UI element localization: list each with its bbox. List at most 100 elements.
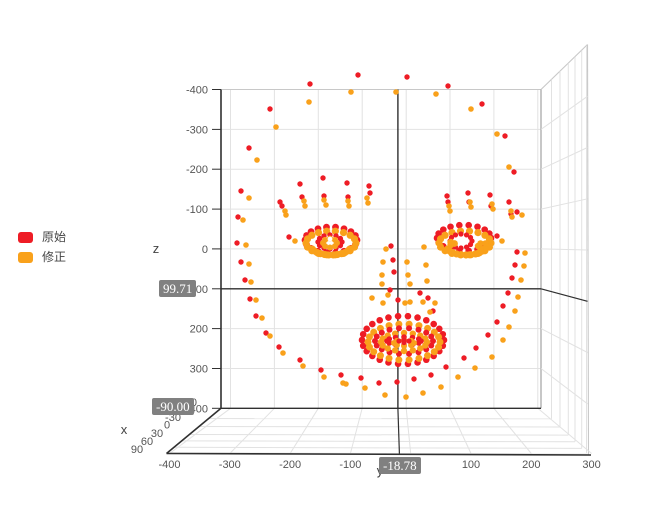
- scatter-point-original[interactable]: [388, 243, 394, 249]
- scatter-point-corrected[interactable]: [300, 363, 306, 369]
- scatter-point-original[interactable]: [465, 190, 471, 196]
- scatter-point-original[interactable]: [473, 345, 479, 351]
- scatter-point-original[interactable]: [487, 192, 493, 198]
- scatter-point-corrected[interactable]: [438, 384, 444, 390]
- scatter-point-corrected[interactable]: [345, 198, 351, 204]
- scatter-point-original[interactable]: [505, 290, 511, 296]
- scatter-point-original[interactable]: [267, 106, 273, 112]
- scatter-cluster-mouth[interactable]: [369, 320, 376, 328]
- scatter-cluster-right-eye[interactable]: [447, 238, 455, 246]
- scatter-cluster-left-eye[interactable]: [327, 244, 333, 251]
- scatter-cluster-mouth[interactable]: [384, 345, 391, 352]
- scatter-point-corrected[interactable]: [515, 294, 521, 300]
- scatter-cluster-left-eye[interactable]: [331, 236, 338, 243]
- scatter-cluster-mouth[interactable]: [414, 314, 421, 321]
- scatter-point-original[interactable]: [444, 193, 450, 199]
- scatter-cluster-right-eye[interactable]: [440, 226, 447, 233]
- scatter-cluster-right-eye[interactable]: [447, 223, 454, 231]
- scatter-point-original[interactable]: [276, 344, 282, 350]
- scatter-point-original[interactable]: [417, 290, 423, 296]
- scatter-point-original[interactable]: [338, 372, 344, 378]
- scatter-point-original[interactable]: [277, 199, 283, 205]
- scatter-point-corrected[interactable]: [248, 279, 254, 285]
- scatter-point-corrected[interactable]: [246, 195, 252, 201]
- scatter-cluster-right-eye[interactable]: [465, 221, 472, 229]
- scatter-point-original[interactable]: [391, 269, 397, 275]
- scatter-point-corrected[interactable]: [365, 200, 371, 206]
- scatter-cluster-right-eye[interactable]: [463, 232, 470, 238]
- scatter-point-corrected[interactable]: [521, 263, 527, 269]
- scatter-point-corrected[interactable]: [467, 199, 473, 205]
- scatter-point-original[interactable]: [297, 181, 303, 187]
- scatter-cluster-mouth[interactable]: [417, 345, 424, 352]
- scatter-point-corrected[interactable]: [489, 354, 495, 360]
- scatter-point-original[interactable]: [345, 194, 351, 200]
- scatter-point-original[interactable]: [366, 183, 372, 189]
- scatter-cluster-left-eye[interactable]: [331, 227, 339, 235]
- scatter-point-corrected[interactable]: [301, 198, 307, 204]
- scatter-point-corrected[interactable]: [404, 259, 410, 265]
- scatter-point-corrected[interactable]: [500, 337, 506, 343]
- scatter-cluster-mouth[interactable]: [430, 320, 437, 328]
- scatter-cluster-mouth[interactable]: [376, 316, 384, 324]
- scatter-point-original[interactable]: [500, 303, 506, 309]
- scatter-cluster-mouth[interactable]: [409, 347, 417, 354]
- scatter-point-original[interactable]: [238, 259, 244, 265]
- scatter-point-corrected[interactable]: [490, 206, 496, 212]
- scatter-point-original[interactable]: [307, 81, 313, 87]
- scatter-cluster-mouth[interactable]: [385, 354, 393, 362]
- scatter-point-corrected[interactable]: [379, 281, 385, 287]
- scatter-cluster-left-eye[interactable]: [322, 236, 329, 243]
- scatter-point-corrected[interactable]: [379, 272, 385, 278]
- scatter-cluster-left-eye[interactable]: [331, 243, 338, 250]
- scatter-cluster-left-eye[interactable]: [350, 235, 359, 243]
- scatter-point-corrected[interactable]: [403, 394, 409, 400]
- scatter-cluster-left-eye[interactable]: [308, 245, 316, 253]
- legend-item-original[interactable]: 原始: [18, 227, 66, 247]
- scatter-point-corrected[interactable]: [508, 208, 514, 214]
- scatter-point-corrected[interactable]: [346, 203, 352, 209]
- scatter-point-original[interactable]: [235, 214, 241, 220]
- scatter-point-corrected[interactable]: [446, 203, 452, 209]
- scatter-cluster-mouth[interactable]: [436, 325, 443, 333]
- scatter-point-corrected[interactable]: [323, 202, 329, 208]
- scatter-cluster-mouth[interactable]: [386, 326, 393, 333]
- scatter-point-corrected[interactable]: [427, 309, 433, 315]
- scatter-point-original[interactable]: [376, 380, 382, 386]
- scatter-point-corrected[interactable]: [292, 238, 298, 244]
- scatter-point-original[interactable]: [358, 375, 364, 381]
- scatter-cluster-right-eye[interactable]: [477, 240, 484, 247]
- scatter-cluster-right-eye[interactable]: [458, 245, 464, 251]
- scatter-point-corrected[interactable]: [468, 204, 474, 210]
- scatter-point-corrected[interactable]: [240, 217, 246, 223]
- scatter-point-corrected[interactable]: [447, 208, 453, 214]
- scatter-point-corrected[interactable]: [246, 261, 252, 267]
- scatter-cluster-mouth[interactable]: [408, 342, 415, 349]
- scatter-cluster-right-eye[interactable]: [482, 240, 489, 247]
- scatter-point-original[interactable]: [509, 275, 515, 281]
- scatter-cluster-mouth[interactable]: [428, 342, 435, 349]
- scatter-cluster-mouth[interactable]: [400, 329, 408, 337]
- scatter-point-corrected[interactable]: [407, 299, 413, 305]
- scatter-point-original[interactable]: [394, 379, 400, 385]
- scatter-cluster-right-eye[interactable]: [474, 223, 481, 231]
- scatter-cluster-mouth[interactable]: [406, 338, 412, 344]
- scatter-point-original[interactable]: [494, 319, 500, 325]
- scatter-cluster-mouth[interactable]: [386, 336, 393, 342]
- scatter-cluster-mouth[interactable]: [415, 326, 422, 333]
- scatter-point-corrected[interactable]: [489, 201, 495, 207]
- scatter-point-original[interactable]: [395, 297, 401, 303]
- scatter-point-corrected[interactable]: [407, 281, 413, 287]
- scatter-point-corrected[interactable]: [393, 89, 399, 95]
- scatter-cluster-mouth[interactable]: [415, 340, 422, 346]
- scatter-point-corrected[interactable]: [423, 262, 429, 268]
- scatter-point-original[interactable]: [502, 133, 508, 139]
- scatter-point-original[interactable]: [246, 145, 252, 151]
- scatter-point-corrected[interactable]: [494, 131, 500, 137]
- scatter-cluster-mouth[interactable]: [359, 330, 367, 338]
- scatter-cluster-right-eye[interactable]: [441, 231, 449, 239]
- scatter-point-original[interactable]: [263, 330, 269, 336]
- scatter-cluster-right-eye[interactable]: [481, 226, 488, 233]
- scatter-point-corrected[interactable]: [380, 300, 386, 306]
- scatter-cluster-right-eye[interactable]: [482, 245, 489, 252]
